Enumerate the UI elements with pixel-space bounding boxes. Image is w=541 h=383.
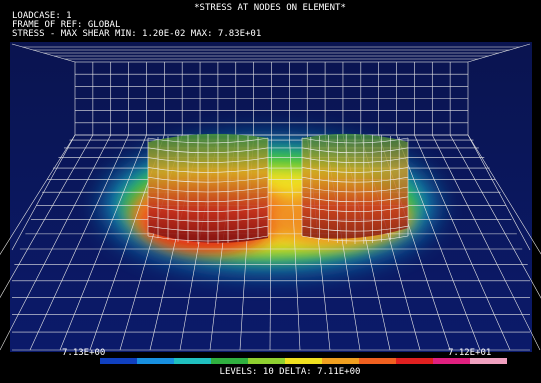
legend-swatch <box>248 358 285 364</box>
legend-swatch <box>211 358 248 364</box>
header-line: STRESS - MAX SHEAR MIN: 1.20E-02 MAX: 7.… <box>12 29 261 39</box>
legend-swatch <box>322 358 359 364</box>
legend-swatch <box>396 358 433 364</box>
legend-levels: LEVELS: 10 DELTA: 7.11E+00 <box>220 367 361 377</box>
fea-screenshot: *STRESS AT NODES ON ELEMENT* LOADCASE: 1… <box>0 0 541 383</box>
title: *STRESS AT NODES ON ELEMENT* <box>194 3 346 13</box>
legend-max: 7.12E+01 <box>448 348 491 358</box>
legend-swatch <box>137 358 174 364</box>
legend-swatch <box>100 358 137 364</box>
legend-swatch <box>433 358 470 364</box>
color-legend <box>100 358 507 364</box>
legend-swatch <box>285 358 322 364</box>
legend-min: 7.13E+00 <box>62 348 105 358</box>
legend-swatch <box>470 358 507 364</box>
legend-swatch <box>359 358 396 364</box>
legend-swatch <box>174 358 211 364</box>
